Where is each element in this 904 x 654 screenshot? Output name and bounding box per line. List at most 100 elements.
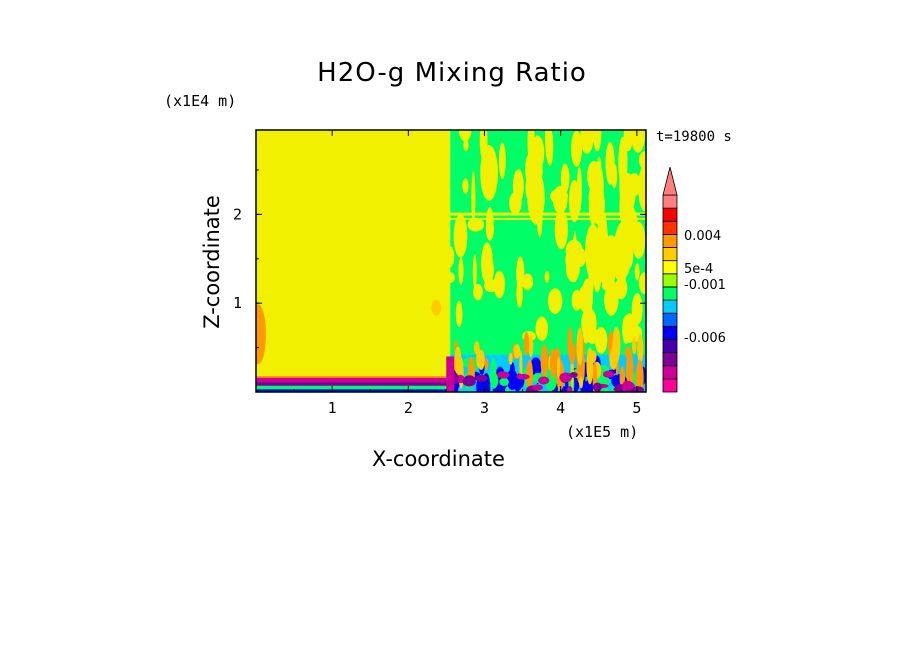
moisture-streak xyxy=(516,279,523,308)
left-domain-field xyxy=(256,130,451,392)
moisture-streak xyxy=(463,138,469,152)
moisture-streak xyxy=(594,326,608,354)
moisture-streak xyxy=(550,188,569,204)
x-tick-label: 5 xyxy=(632,399,641,417)
moisture-streak xyxy=(535,316,549,341)
colorbar-segment xyxy=(662,312,678,327)
colorbar-segment xyxy=(662,352,678,367)
convective-plume xyxy=(568,342,576,365)
dry-pocket xyxy=(632,386,644,392)
dry-pocket xyxy=(559,372,573,383)
moisture-streak xyxy=(587,160,602,192)
convective-plume xyxy=(549,348,557,379)
colorbar-label: 0.004 xyxy=(684,229,721,244)
convective-plume xyxy=(556,356,561,379)
surface-layer xyxy=(256,376,451,380)
convective-plume xyxy=(526,359,534,391)
convective-plume xyxy=(624,346,632,360)
convective-plume xyxy=(576,360,585,385)
convective-plume xyxy=(635,359,644,392)
moisture-streak xyxy=(446,272,455,283)
convective-plume xyxy=(637,334,644,365)
colorbar-segment xyxy=(662,207,678,222)
colorbar-label: -0.006 xyxy=(684,331,726,346)
boundary-eddy xyxy=(490,357,497,381)
convective-plume xyxy=(476,348,482,369)
moisture-streak xyxy=(546,130,554,167)
colorbar-arrow xyxy=(662,166,678,196)
moisture-streak xyxy=(473,283,483,301)
convective-plume xyxy=(626,350,634,390)
moisture-streak xyxy=(638,272,646,295)
moisture-streak xyxy=(631,293,643,325)
convective-plume xyxy=(513,344,521,359)
dry-pocket xyxy=(622,383,627,392)
moisture-streak xyxy=(547,288,563,314)
x-tick-label: 3 xyxy=(480,399,489,417)
moisture-streak xyxy=(638,165,646,212)
colorbar-segment xyxy=(662,220,678,235)
colorbar-label: -0.001 xyxy=(684,278,726,293)
y-tick-label: 1 xyxy=(233,294,242,312)
surface-layer xyxy=(256,385,451,390)
convective-plume xyxy=(454,346,462,376)
moisture-streak xyxy=(581,278,594,316)
moisture-streak xyxy=(560,163,570,193)
convective-plume xyxy=(592,361,598,392)
boundary-eddy xyxy=(504,386,510,392)
moisture-streak xyxy=(630,130,646,153)
dry-pocket xyxy=(569,372,578,378)
moisture-streak xyxy=(576,166,582,213)
moisture-streak xyxy=(455,300,463,328)
dry-pocket xyxy=(497,371,510,379)
moisture-streak xyxy=(593,130,602,152)
moisture-streak xyxy=(486,206,494,239)
moisture-streak xyxy=(467,217,485,232)
surface-layer xyxy=(256,389,451,392)
dry-pocket xyxy=(475,374,488,382)
plot-area xyxy=(256,130,646,392)
moisture-streak xyxy=(582,316,594,330)
moisture-streak xyxy=(613,261,628,281)
colorbar: 0.004 5e-4-0.001 -0.006 xyxy=(662,166,726,393)
inversion-band xyxy=(450,212,646,216)
convective-plume xyxy=(484,358,489,371)
colorbar-segment xyxy=(662,260,678,275)
moisture-streak xyxy=(619,187,629,227)
moisture-streak xyxy=(498,142,506,180)
colorbar-segment xyxy=(662,339,678,354)
inversion-band xyxy=(450,217,646,220)
moisture-streak xyxy=(462,178,469,194)
convective-plume xyxy=(508,352,513,365)
time-label: t=19800 s xyxy=(656,129,732,145)
colorbar-segment xyxy=(662,194,678,209)
moisture-streak xyxy=(638,151,646,170)
moisture-streak xyxy=(522,273,534,291)
left-edge-feature xyxy=(256,304,266,365)
moisture-streak xyxy=(472,254,477,289)
convective-plume xyxy=(540,344,549,378)
x-axis-label: X-coordinate xyxy=(372,447,505,471)
y-axis-multiplier: (x1E4 m) xyxy=(164,92,237,110)
dry-pocket xyxy=(592,382,602,392)
convective-plume xyxy=(632,337,637,354)
convective-plume xyxy=(588,350,597,363)
dry-pocket xyxy=(602,370,615,378)
x-tick-label: 2 xyxy=(404,399,413,417)
colorbar-segment xyxy=(662,286,678,301)
front-edge xyxy=(446,356,455,392)
left-edge-feature xyxy=(431,299,442,316)
surface-layer xyxy=(256,382,451,387)
convective-plume xyxy=(576,327,583,366)
dry-pocket xyxy=(517,373,530,380)
colorbar-segment xyxy=(662,247,678,262)
colorbar-segment xyxy=(662,378,678,393)
moisture-streak xyxy=(571,289,583,311)
x-tick-label: 4 xyxy=(556,399,565,417)
chart-title: H2O-g Mixing Ratio xyxy=(317,58,587,88)
moisture-streak xyxy=(484,257,494,283)
colorbar-segment xyxy=(662,365,678,380)
moisture-streak xyxy=(446,246,455,268)
moisture-streak xyxy=(580,130,594,154)
